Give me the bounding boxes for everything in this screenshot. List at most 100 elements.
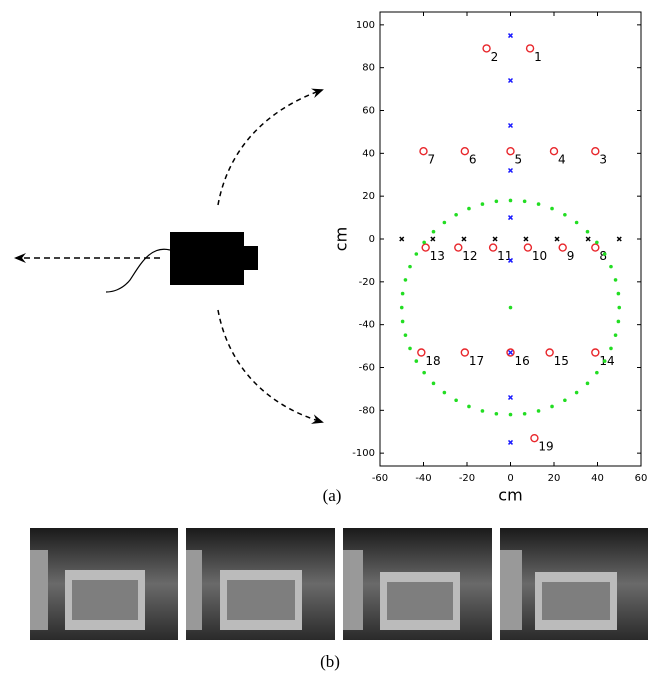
dot-marker xyxy=(617,320,621,324)
y-tick-label: -80 xyxy=(359,405,375,416)
dot-marker xyxy=(617,306,621,310)
cross-marker xyxy=(509,124,513,128)
camera-lens xyxy=(244,246,258,270)
y-tick-label: 100 xyxy=(356,20,375,31)
dot-marker xyxy=(603,252,607,256)
cross-marker xyxy=(493,237,497,241)
cross-marker xyxy=(509,168,513,172)
point-label: 13 xyxy=(430,249,445,263)
camera-diagram xyxy=(16,90,322,422)
arrow-down xyxy=(218,310,322,422)
camera-position xyxy=(524,244,531,251)
camera-position xyxy=(418,349,425,356)
dot-marker xyxy=(432,382,436,386)
dot-marker xyxy=(422,241,426,245)
x-tick-label: -60 xyxy=(372,473,388,484)
dot-marker xyxy=(443,221,447,225)
camera-position xyxy=(455,244,462,251)
dot-marker xyxy=(523,412,527,416)
photo xyxy=(500,528,648,640)
camera-position xyxy=(592,148,599,155)
dot-marker xyxy=(408,347,412,351)
dot-marker xyxy=(401,292,405,296)
camera-position xyxy=(490,244,497,251)
point-label: 5 xyxy=(515,153,523,167)
x-tick-label: -40 xyxy=(415,473,431,484)
cross-marker xyxy=(509,34,513,38)
camera-position xyxy=(551,148,558,155)
point-label: 3 xyxy=(599,153,607,167)
y-tick-label: 0 xyxy=(369,234,375,245)
camera-position xyxy=(531,435,538,442)
camera-position xyxy=(420,148,427,155)
dot-marker xyxy=(614,333,618,337)
dot-marker xyxy=(609,347,613,351)
point-label: 16 xyxy=(515,354,530,368)
camera-position xyxy=(507,148,514,155)
cross-marker xyxy=(617,237,621,241)
cross-marker xyxy=(509,351,513,355)
camera-position xyxy=(592,244,599,251)
point-label: 7 xyxy=(428,153,436,167)
dot-marker xyxy=(586,382,590,386)
dot-marker xyxy=(509,413,513,417)
camera-position xyxy=(546,349,553,356)
dot-marker xyxy=(467,405,471,409)
dot-marker xyxy=(603,359,607,363)
cross-marker xyxy=(509,440,513,444)
dot-marker xyxy=(481,202,485,206)
dot-marker xyxy=(422,371,426,375)
dot-marker xyxy=(537,409,541,413)
dot-marker xyxy=(432,230,436,234)
dot-marker xyxy=(550,405,554,409)
dot-marker xyxy=(454,213,458,217)
cross-marker xyxy=(400,237,404,241)
cross-marker xyxy=(586,237,590,241)
x-tick-label: -20 xyxy=(459,473,475,484)
point-label: 17 xyxy=(469,354,484,368)
camera-position xyxy=(592,349,599,356)
dot-marker xyxy=(595,371,599,375)
photo xyxy=(343,528,492,640)
dot-marker xyxy=(614,278,618,282)
dot-marker xyxy=(523,200,527,204)
y-tick-label: 40 xyxy=(362,148,375,159)
cross-marker xyxy=(555,237,559,241)
dot-marker xyxy=(575,221,579,225)
camera-position xyxy=(527,45,534,52)
cross-marker xyxy=(524,237,528,241)
camera-body xyxy=(170,232,244,285)
y-tick-label: -60 xyxy=(359,362,375,373)
photo-strip xyxy=(30,528,648,640)
point-label: 9 xyxy=(567,249,575,263)
cable xyxy=(106,249,170,292)
dot-marker xyxy=(454,398,458,402)
cross-marker xyxy=(509,216,513,220)
dot-marker xyxy=(408,265,412,269)
y-tick-label: -100 xyxy=(352,448,375,459)
camera-position xyxy=(559,244,566,251)
point-label: 2 xyxy=(491,50,499,64)
point-label: 8 xyxy=(599,249,607,263)
dot-marker xyxy=(537,202,541,206)
page: (a) (b) -60-40-200204060-100-80-60-40-20… xyxy=(0,0,661,680)
dot-marker xyxy=(404,333,408,337)
dot-marker xyxy=(617,292,621,296)
photo xyxy=(186,528,335,640)
point-label: 10 xyxy=(532,249,547,263)
point-label: 19 xyxy=(538,440,553,454)
x-axis-label: cm xyxy=(498,486,522,505)
point-label: 12 xyxy=(462,249,477,263)
dot-marker xyxy=(495,200,499,204)
point-label: 1 xyxy=(534,50,542,64)
dot-marker xyxy=(401,320,405,324)
dot-marker xyxy=(563,213,567,217)
dot-marker xyxy=(467,207,471,211)
camera-position xyxy=(461,349,468,356)
point-label: 18 xyxy=(425,354,440,368)
dot-marker xyxy=(415,252,419,256)
dot-marker xyxy=(415,359,419,363)
dot-marker xyxy=(595,241,599,245)
y-tick-label: 60 xyxy=(362,106,375,117)
cross-marker xyxy=(509,395,513,399)
